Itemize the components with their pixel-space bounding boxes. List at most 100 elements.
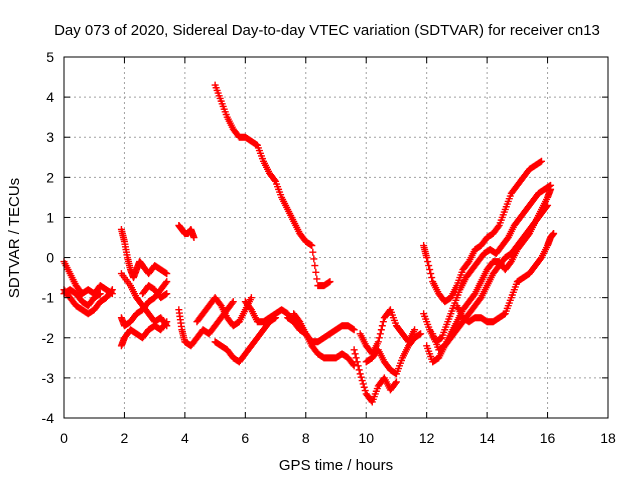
data-point [163,290,171,298]
data-point [379,318,387,326]
x-tick-label: 12 [419,430,435,446]
data-point [376,330,384,338]
series-arc-u [420,181,555,346]
data-point [162,320,170,328]
data-point [354,362,362,370]
series-arc-n [211,81,334,290]
x-tick-label: 4 [181,430,189,446]
data-point [355,366,363,374]
x-tick-label: 8 [302,430,310,446]
data-point [356,370,364,378]
data-point [391,379,399,387]
data-point [107,287,115,295]
data-point [538,157,546,165]
series-arc-h [139,282,171,302]
y-tick-label: -3 [42,370,55,386]
data-point [417,330,425,338]
data-point [423,254,431,262]
x-axis-label: GPS time / hours [279,457,393,474]
data-point [310,255,318,263]
series-arc-m [241,298,298,326]
series-arc-x [453,229,558,326]
data-point [312,268,320,276]
series-arc-g [117,270,171,330]
x-tick-label: 2 [121,430,129,446]
series-arc-s [362,330,425,378]
data-point [375,334,383,342]
data-point [359,380,367,388]
data-point [378,322,386,330]
data-point [351,350,359,358]
data-point [427,270,435,278]
data-point [428,274,436,282]
x-tick-label: 10 [358,430,374,446]
data-point [494,223,502,231]
series-arc-t [420,157,546,306]
data-point [358,377,366,385]
axis-ticks [63,56,609,419]
data-point [424,258,432,266]
data-point [547,185,555,193]
series-arc-w [429,185,555,354]
y-tick-label: 0 [46,250,54,266]
data-point [313,275,321,283]
series-arc-d [117,225,171,282]
data-point [352,354,360,362]
series-arc-q [350,346,400,406]
data-point [426,266,434,274]
data-point [308,242,316,250]
data-point [96,290,104,298]
data-points [60,81,558,406]
y-tick-label: -4 [42,410,55,426]
data-point [228,299,236,307]
y-tick-label: -2 [42,330,55,346]
y-tick-label: 4 [46,89,54,105]
y-tick-labels: -4 -3 -2 -1 0 1 2 3 4 5 [42,49,55,426]
series-arc-f [117,318,171,350]
x-tick-label: 6 [241,430,249,446]
x-tick-label: 14 [479,430,495,446]
data-point [311,262,319,270]
data-point [392,378,400,386]
data-point [357,373,365,381]
chart-title: Day 073 of 2020, Sidereal Day-to-day VTE… [54,22,600,39]
data-point [353,358,361,366]
data-point [374,338,382,346]
series-arc-l [211,314,280,366]
data-point [411,326,419,334]
y-tick-label: 1 [46,209,54,225]
y-tick-label: -1 [42,290,55,306]
grid-lines [64,57,608,418]
data-point [361,387,369,395]
x-tick-labels: 0 2 4 6 8 10 12 14 16 18 [60,430,616,446]
y-tick-label: 3 [46,129,54,145]
y-axis-label: SDTVAR / TECUs [6,178,23,298]
data-point [163,322,171,330]
x-tick-label: 18 [600,430,616,446]
data-point [326,278,334,286]
data-point [163,278,171,286]
series-arc-p [290,310,358,370]
series-arc-i [175,221,198,241]
data-point [229,298,237,306]
y-tick-label: 5 [46,49,54,65]
data-point [350,326,358,334]
y-tick-label: 2 [46,169,54,185]
x-tick-label: 16 [540,430,556,446]
data-point [309,248,317,256]
data-point [247,294,255,302]
data-point [108,286,116,294]
series-arc-c [60,286,104,310]
data-point [349,361,357,369]
x-tick-label: 0 [60,430,68,446]
data-point [377,326,385,334]
data-point [163,270,171,278]
data-point [190,234,198,241]
data-point [550,229,558,237]
data-point [350,346,358,354]
data-point [425,262,433,270]
data-point [162,279,170,287]
data-point [271,176,279,184]
data-point [360,383,368,391]
